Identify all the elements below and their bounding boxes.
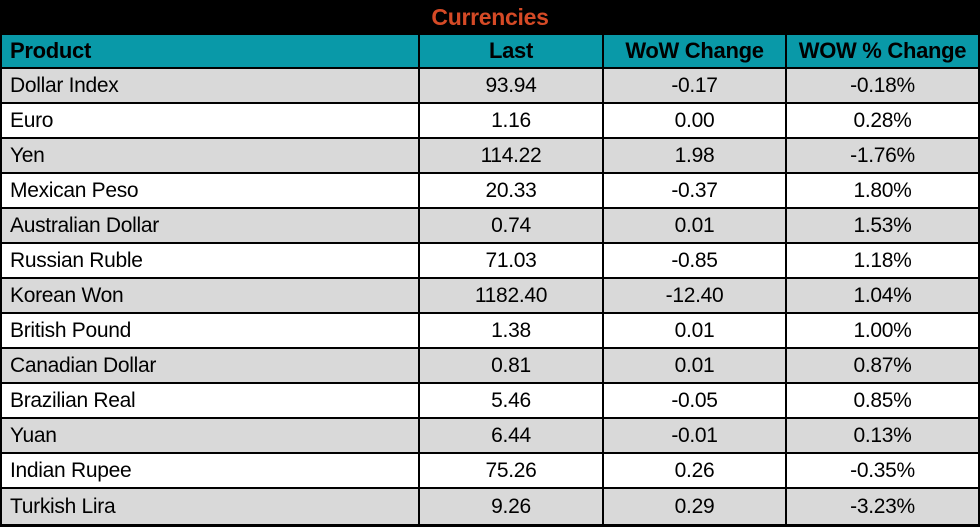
table-row: Dollar Index 93.94 -0.17 -0.18% — [2, 69, 978, 104]
header-last: Last — [418, 35, 602, 67]
table-row: Indian Rupee 75.26 0.26 -0.35% — [2, 454, 978, 489]
product-cell: Turkish Lira — [10, 494, 116, 518]
last-cell: 1.38 — [418, 314, 602, 347]
last-cell: 6.44 — [418, 419, 602, 452]
wow-pct-change-cell: -3.23% — [785, 489, 978, 524]
product-cell: Australian Dollar — [10, 213, 159, 237]
last-cell: 114.22 — [418, 139, 602, 172]
table-row: Brazilian Real 5.46 -0.05 0.85% — [2, 384, 978, 419]
last-cell: 20.33 — [418, 174, 602, 207]
table-row: Australian Dollar 0.74 0.01 1.53% — [2, 209, 978, 244]
last-cell: 9.26 — [418, 489, 602, 524]
product-cell: Euro — [10, 108, 54, 132]
wow-change-cell: -0.37 — [602, 174, 785, 207]
wow-change-cell: -0.17 — [602, 69, 785, 102]
last-cell: 5.46 — [418, 384, 602, 417]
header-product: Product — [10, 38, 92, 63]
table-row: Russian Ruble 71.03 -0.85 1.18% — [2, 244, 978, 279]
wow-pct-change-cell: 0.13% — [785, 419, 978, 452]
wow-pct-change-cell: 1.18% — [785, 244, 978, 277]
product-cell: Indian Rupee — [10, 458, 132, 482]
wow-change-cell: 0.01 — [602, 349, 785, 382]
table-row: British Pound 1.38 0.01 1.00% — [2, 314, 978, 349]
table-row: Korean Won 1182.40 -12.40 1.04% — [2, 279, 978, 314]
product-cell: Canadian Dollar — [10, 353, 157, 377]
wow-pct-change-cell: 0.28% — [785, 104, 978, 137]
product-cell: Yuan — [10, 423, 57, 447]
wow-pct-change-cell: -0.35% — [785, 454, 978, 487]
wow-pct-change-cell: 1.53% — [785, 209, 978, 242]
product-cell: Russian Ruble — [10, 248, 143, 272]
header-wow-pct-change: WOW % Change — [785, 35, 978, 67]
product-cell: Korean Won — [10, 283, 124, 307]
product-cell: Mexican Peso — [10, 178, 139, 202]
wow-change-cell: 0.29 — [602, 489, 785, 524]
wow-pct-change-cell: -1.76% — [785, 139, 978, 172]
wow-change-cell: 0.00 — [602, 104, 785, 137]
table-body: Product Last WoW Change WOW % Change Dol… — [2, 35, 978, 524]
wow-change-cell: 0.01 — [602, 209, 785, 242]
wow-change-cell: 0.26 — [602, 454, 785, 487]
last-cell: 93.94 — [418, 69, 602, 102]
wow-pct-change-cell: 0.87% — [785, 349, 978, 382]
wow-pct-change-cell: 1.80% — [785, 174, 978, 207]
wow-pct-change-cell: 0.85% — [785, 384, 978, 417]
table-row: Euro 1.16 0.00 0.28% — [2, 104, 978, 139]
wow-change-cell: -0.05 — [602, 384, 785, 417]
wow-change-cell: -0.01 — [602, 419, 785, 452]
last-cell: 1182.40 — [418, 279, 602, 312]
wow-change-cell: -12.40 — [602, 279, 785, 312]
product-cell: Yen — [10, 143, 45, 167]
wow-pct-change-cell: 1.04% — [785, 279, 978, 312]
table-row: Mexican Peso 20.33 -0.37 1.80% — [2, 174, 978, 209]
last-cell: 0.81 — [418, 349, 602, 382]
wow-change-cell: 0.01 — [602, 314, 785, 347]
wow-pct-change-cell: 1.00% — [785, 314, 978, 347]
table-row: Yen 114.22 1.98 -1.76% — [2, 139, 978, 174]
wow-pct-change-cell: -0.18% — [785, 69, 978, 102]
last-cell: 1.16 — [418, 104, 602, 137]
table-row: Yuan 6.44 -0.01 0.13% — [2, 419, 978, 454]
product-cell: Dollar Index — [10, 73, 119, 97]
table-title: Currencies — [431, 4, 549, 30]
wow-change-cell: 1.98 — [602, 139, 785, 172]
product-cell: British Pound — [10, 318, 132, 342]
wow-change-cell: -0.85 — [602, 244, 785, 277]
header-wow-change: WoW Change — [602, 35, 785, 67]
last-cell: 75.26 — [418, 454, 602, 487]
table-row: Turkish Lira 9.26 0.29 -3.23% — [2, 489, 978, 524]
product-cell: Brazilian Real — [10, 388, 136, 412]
table-title-band: Currencies — [0, 0, 980, 35]
table-header-row: Product Last WoW Change WOW % Change — [2, 35, 978, 69]
last-cell: 71.03 — [418, 244, 602, 277]
table-row: Canadian Dollar 0.81 0.01 0.87% — [2, 349, 978, 384]
last-cell: 0.74 — [418, 209, 602, 242]
